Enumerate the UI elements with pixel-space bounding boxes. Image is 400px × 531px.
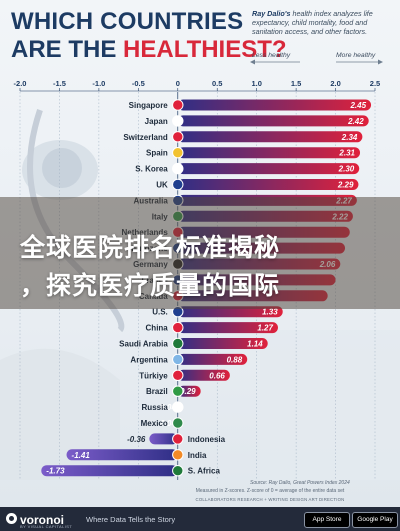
flag-icon [172,417,184,429]
bar-value-label: 2.45 [349,101,366,110]
chart-title-line1: WHICH COUNTRIES [11,8,244,35]
x-tick-label: 1.5 [291,79,301,88]
overlay-banner [0,197,400,309]
google-play-button[interactable]: Google Play [352,512,398,528]
category-label: S. Korea [135,165,168,174]
bar [177,322,278,334]
x-tick-label: -2.0 [14,79,27,88]
flag-icon [172,449,184,461]
category-label: Indonesia [188,435,226,444]
measure-note: Measured in Z-scores. Z-score of 0 = ave… [195,488,345,494]
collaborators-line: COLLABORATORS RESEARCH + WRITING DESIGN … [195,497,345,502]
title-highlight: HEALTHIEST? [123,36,287,63]
bar-value-label: -0.36 [127,435,146,444]
bar-value-label: 2.29 [337,181,354,190]
bar-value-label: 1.14 [247,340,263,349]
category-label: Mexico [141,419,168,428]
bar [177,115,369,127]
bar-value-label: 0.29 [180,387,196,396]
x-tick-label: 2.0 [330,79,340,88]
description-text: health index analyzes life expectancy, c… [252,9,373,36]
flag-icon [172,353,184,366]
bar-value-label: 2.34 [341,133,358,142]
x-tick-label: 0 [176,79,180,88]
x-tick-label: 1.0 [251,79,261,88]
x-tick-label: 2.5 [370,79,380,88]
x-tick-label: -1.5 [53,79,66,88]
bar [177,369,230,381]
category-label: Switzerland [123,133,168,142]
bar-value-label: 0.88 [227,355,243,364]
flag-icon [172,369,184,381]
bar-value-label: -1.41 [72,451,91,460]
description-author: Ray Dalio's [252,9,291,18]
bar [177,385,201,397]
bar-value-label: 0.66 [209,371,225,380]
category-label: UK [156,181,168,190]
bar-value-label: -1.73 [46,467,65,476]
category-label: China [146,324,169,333]
flag-icon [172,401,184,413]
category-label: Japan [145,117,168,126]
bar [66,449,178,461]
app-store-button[interactable]: App Store [304,512,350,528]
brand-subtitle: BY VISUAL CAPITALIST [20,524,73,529]
flag-icon [172,99,184,111]
flag-icon [172,147,184,159]
legend-less-healthy: Less healthy [252,52,291,59]
flag-icon [172,178,184,191]
x-tick-label: -0.5 [132,79,145,88]
bar [177,179,359,190]
category-label: S. Africa [188,467,221,476]
bar-value-label: 2.30 [338,165,355,174]
flag-icon [172,321,184,334]
category-label: India [188,451,207,460]
overlay-text-line2: ，探究医疗质量的国际 [20,272,281,300]
chart-title-line2: ARE THE HEALTHIEST? [11,36,287,64]
brand-name[interactable]: voronoi [20,513,64,527]
category-label: Singapore [129,101,169,110]
category-label: Russia [142,403,169,412]
source-note: Source: Ray Dalio, Great Powers Index 20… [250,480,350,486]
bar-value-label: 0.04 [160,419,176,428]
category-label: Türkiye [139,371,168,380]
bar [177,99,372,111]
category-label: Spain [146,149,168,158]
x-tick-label: -1.0 [92,79,105,88]
bar [177,147,361,159]
title-prefix: ARE THE [11,36,124,63]
bar [177,163,360,175]
tagline: Where Data Tells the Story [86,515,176,524]
legend-arrowhead-left [250,59,255,65]
overlay-text-line1: 全球医院排名标准揭秘 [20,234,281,262]
category-label: Saudi Arabia [119,340,168,349]
flag-icon [172,162,184,175]
bar-value-label: 2.42 [347,117,364,126]
x-tick-label: 0.5 [212,79,222,88]
bar-value-label: 0.04 [160,403,176,412]
bar [177,338,268,349]
flag-icon [172,337,184,350]
flag-icon [172,465,184,477]
voronoi-logo-icon [6,513,17,524]
bar-value-label: 1.33 [262,308,278,317]
legend-more-healthy: More healthy [336,52,376,59]
category-label: U.S. [152,308,168,317]
bar [177,131,363,143]
flag-icon [172,131,184,143]
bar [177,353,248,365]
bar-value-label: 1.27 [257,324,273,333]
flag-icon [172,433,184,445]
legend-arrowhead-right [378,59,383,65]
category-label: Argentina [130,355,168,364]
bar [41,465,178,477]
chart-description: Ray Dalio's health index analyzes life e… [252,9,392,36]
flag-icon [172,385,184,397]
category-label: Brazil [146,387,168,396]
bar-value-label: 2.31 [338,149,355,158]
flag-icon [172,115,184,127]
bar [149,433,178,445]
